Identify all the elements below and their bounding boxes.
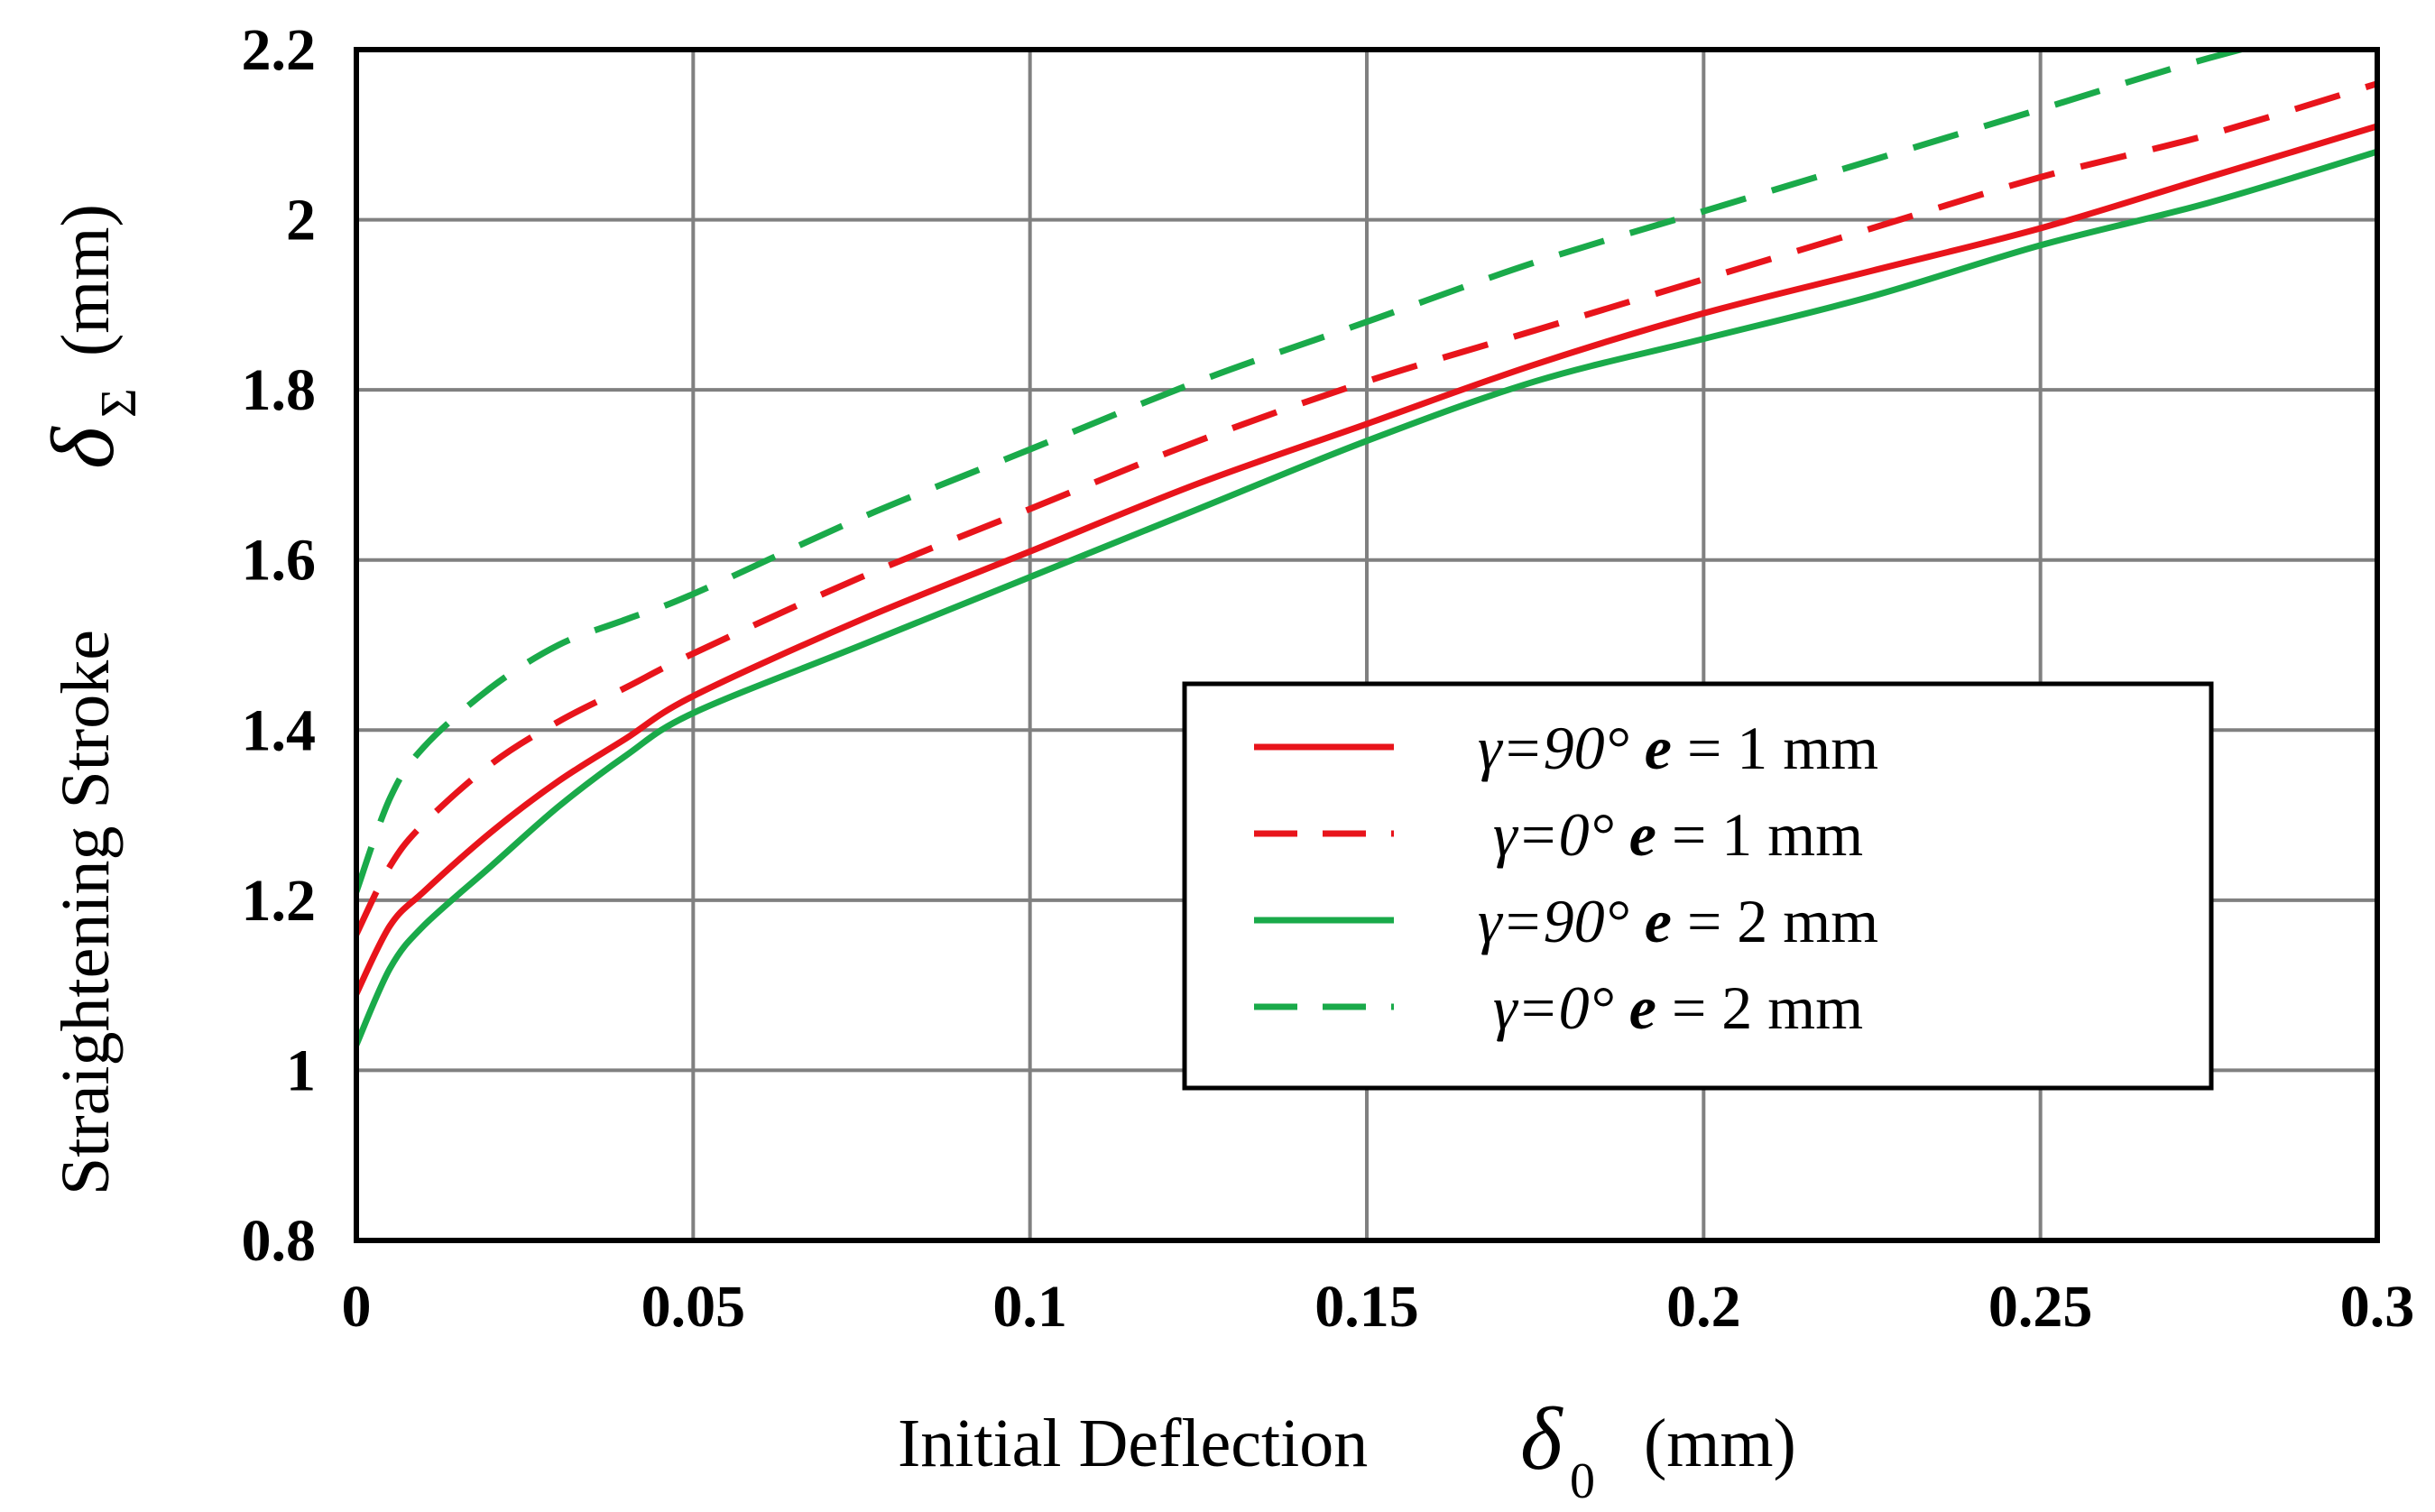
y-axis-subscript: Σ (91, 388, 147, 418)
x-axis-title: Initial Deflection δ 0 (mm) (898, 1388, 1796, 1509)
plot-frame (354, 47, 2380, 1243)
x-tick-label: 0.05 (641, 1274, 746, 1340)
legend-items: γ=90° e = 1 mm γ=0° e = 1 mm γ=90° e = 2 m… (1254, 714, 1878, 1042)
x-tick-label: 0.25 (1988, 1274, 2093, 1340)
legend-label: γ=90° e = 1 mm (1478, 714, 1878, 782)
x-axis-unit: (mm) (1644, 1406, 1796, 1481)
y-axis-title: Straightening Stroke δ Σ (mm) (32, 204, 147, 1195)
x-tick-label: 0.2 (1666, 1274, 1741, 1340)
x-tick-label: 0.3 (2340, 1274, 2415, 1340)
y-tick-label: 1 (286, 1037, 316, 1103)
y-tick-label: 2 (286, 188, 316, 254)
y-tick-label: 1.2 (242, 868, 317, 934)
legend-label: γ=0° e = 1 mm (1493, 800, 1863, 869)
y-tick-label: 1.4 (242, 697, 317, 763)
x-axis-subscript: 0 (1570, 1453, 1595, 1509)
legend: γ=90° e = 1 mm γ=0° e = 1 mm γ=90° e = 2 m… (1182, 681, 2214, 1091)
x-axis-symbol: δ (1520, 1388, 1563, 1489)
y-axis-label: Straightening Stroke (48, 630, 124, 1195)
x-tick-label: 0.15 (1314, 1274, 1419, 1340)
y-tick-label: 0.8 (242, 1208, 317, 1274)
legend-label: γ=0° e = 2 mm (1493, 973, 1863, 1042)
x-tick-label: 0.1 (992, 1274, 1067, 1340)
y-axis-symbol: δ (32, 426, 133, 469)
series-line-1 (356, 123, 2377, 996)
series-line-4 (356, 50, 2254, 893)
y-axis-unit: (mm) (48, 204, 124, 356)
legend-label: γ=90° e = 2 mm (1478, 887, 1878, 955)
legend-box (1182, 681, 2214, 1091)
x-tick-label: 0 (342, 1274, 372, 1340)
x-axis-label: Initial Deflection (898, 1406, 1368, 1481)
x-tick-labels: 0 0.05 0.1 0.15 0.2 0.25 0.3 (342, 1274, 2415, 1340)
series-line-3 (356, 148, 2377, 1046)
y-tick-label: 1.6 (242, 528, 317, 594)
y-tick-label: 2.2 (242, 17, 317, 83)
y-tick-label: 1.8 (242, 357, 317, 423)
series-layer (356, 50, 2377, 1046)
y-tick-labels: 0.8 1 1.2 1.4 1.6 1.8 2 2.2 (242, 17, 317, 1274)
series-line-2 (356, 80, 2377, 936)
